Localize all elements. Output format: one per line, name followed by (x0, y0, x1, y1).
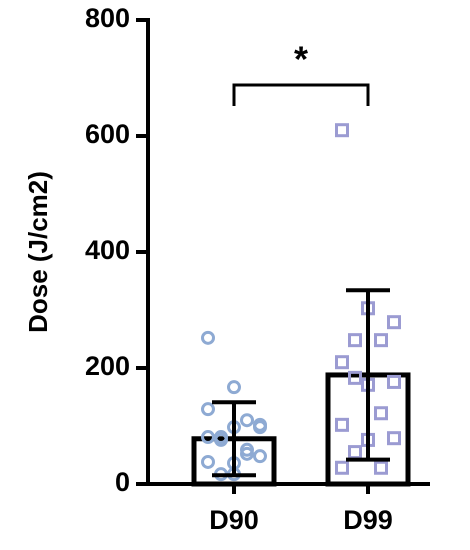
y-axis-label: Dose (J/cm2) (23, 171, 53, 333)
data-point (201, 454, 215, 469)
data-point (348, 370, 362, 385)
data-point (335, 417, 349, 432)
data-point (348, 445, 362, 460)
y-tick-label: 800 (85, 3, 130, 33)
data-point (374, 333, 388, 348)
data-point (253, 449, 267, 464)
y-tick-label: 200 (85, 351, 130, 381)
data-point (240, 413, 254, 428)
x-tick-label: D99 (343, 505, 393, 535)
data-point (374, 406, 388, 421)
significance-bracket (232, 83, 370, 106)
x-tick-label: D90 (209, 505, 259, 535)
y-tick-label: 600 (85, 119, 130, 149)
data-point (227, 380, 241, 395)
data-point (335, 355, 349, 370)
data-point (201, 430, 215, 445)
y-tick-label: 0 (115, 467, 130, 497)
data-point (387, 431, 401, 446)
data-point (335, 460, 349, 475)
y-tick-label: 400 (85, 235, 130, 265)
significance-label: * (294, 39, 308, 80)
data-point (201, 402, 215, 417)
data-point (253, 420, 267, 435)
data-point (201, 330, 215, 345)
data-point (387, 315, 401, 330)
data-point (374, 460, 388, 475)
data-point (214, 432, 228, 447)
data-point (387, 374, 401, 389)
data-point (240, 446, 254, 461)
data-point (348, 333, 362, 348)
data-point (335, 123, 349, 138)
